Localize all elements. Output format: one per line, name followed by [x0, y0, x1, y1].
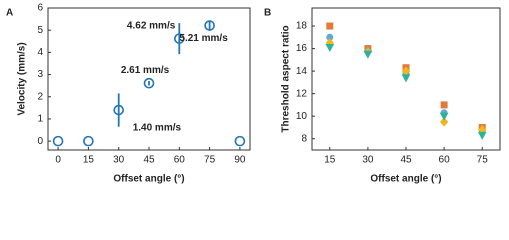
x-tick-label: 0 — [55, 155, 61, 166]
y-axis-label: Threshold aspect ratio — [281, 25, 292, 132]
marker — [326, 22, 334, 30]
y-tick-label: 8 — [301, 133, 307, 144]
x-tick-label: 45 — [400, 155, 412, 166]
marker — [440, 101, 448, 109]
x-tick-label: 45 — [143, 155, 155, 166]
marker — [401, 74, 411, 83]
y-tick-label: 18 — [296, 21, 308, 32]
y-tick-label: 16 — [296, 43, 308, 54]
marker — [204, 20, 215, 31]
panel-label: B — [264, 8, 271, 19]
x-tick-label: 15 — [83, 155, 95, 166]
x-tick-label: 30 — [362, 155, 374, 166]
marker — [143, 77, 155, 89]
value-label: 2.61 mm/s — [121, 65, 170, 76]
marker — [83, 135, 94, 147]
marker — [52, 135, 64, 147]
marker — [439, 112, 449, 121]
x-axis-label: Offset angle (°) — [113, 174, 184, 185]
x-tick-label: 30 — [113, 155, 125, 166]
x-tick-label: 75 — [204, 155, 216, 166]
y-axis-label: Velocity (mm/s) — [17, 42, 28, 115]
x-axis-label: Offset angle (°) — [370, 174, 441, 185]
value-label: 4.62 mm/s — [127, 20, 176, 31]
x-tick-label: 60 — [174, 155, 186, 166]
y-tick-label: 2 — [37, 91, 43, 102]
y-tick-label: 0 — [37, 136, 43, 147]
y-tick-label: 3 — [37, 69, 43, 80]
marker — [174, 33, 185, 44]
x-tick-label: 15 — [324, 155, 336, 166]
y-tick-label: 1 — [37, 114, 43, 125]
marker — [113, 104, 124, 116]
y-tick-label: 14 — [296, 66, 308, 77]
marker — [363, 50, 373, 59]
marker — [325, 43, 335, 52]
value-label: 5.21 mm/s — [179, 33, 228, 44]
marker — [234, 135, 246, 147]
y-tick-label: 12 — [296, 88, 308, 99]
panel-label: A — [6, 8, 13, 19]
x-tick-label: 75 — [477, 155, 489, 166]
x-tick-label: 90 — [234, 155, 246, 166]
y-tick-label: 4 — [37, 47, 43, 58]
y-tick-label: 5 — [37, 25, 43, 36]
y-tick-label: 10 — [296, 111, 308, 122]
y-tick-label: 6 — [37, 3, 43, 14]
marker — [477, 131, 487, 140]
value-label: 1.40 mm/s — [133, 123, 182, 134]
x-tick-label: 60 — [439, 155, 451, 166]
marker — [439, 117, 449, 127]
